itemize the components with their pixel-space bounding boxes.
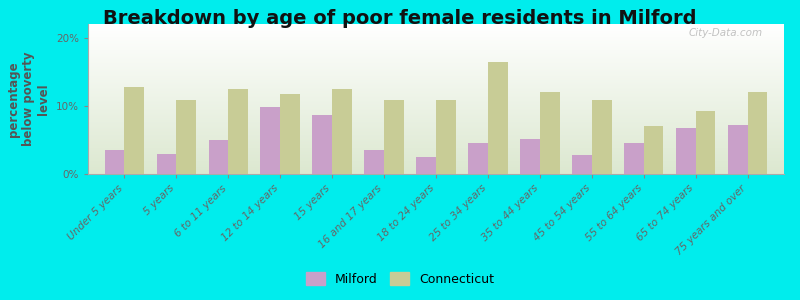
Bar xyxy=(748,92,767,174)
Bar xyxy=(209,140,228,174)
Bar xyxy=(105,150,124,174)
Bar xyxy=(228,89,248,174)
Bar xyxy=(676,128,696,174)
Bar xyxy=(592,100,611,174)
Bar xyxy=(540,92,560,174)
Bar xyxy=(468,143,488,174)
Bar xyxy=(520,139,540,174)
Bar xyxy=(157,154,176,174)
Bar xyxy=(176,100,196,174)
Bar xyxy=(436,100,456,174)
Bar xyxy=(644,126,663,174)
Bar xyxy=(728,125,748,174)
Text: City-Data.com: City-Data.com xyxy=(689,28,763,38)
Bar xyxy=(696,111,715,174)
Bar xyxy=(332,89,352,174)
Bar xyxy=(280,94,300,174)
Bar xyxy=(624,143,644,174)
Bar xyxy=(384,100,404,174)
Bar xyxy=(416,157,436,174)
Bar xyxy=(364,150,384,174)
Bar xyxy=(261,107,280,174)
Text: Breakdown by age of poor female residents in Milford: Breakdown by age of poor female resident… xyxy=(103,9,697,28)
Bar xyxy=(312,115,332,174)
Bar xyxy=(124,87,144,174)
Bar xyxy=(488,61,508,174)
Y-axis label: percentage
below poverty
level: percentage below poverty level xyxy=(7,52,50,146)
Bar xyxy=(572,155,592,174)
Legend: Milford, Connecticut: Milford, Connecticut xyxy=(301,267,499,291)
